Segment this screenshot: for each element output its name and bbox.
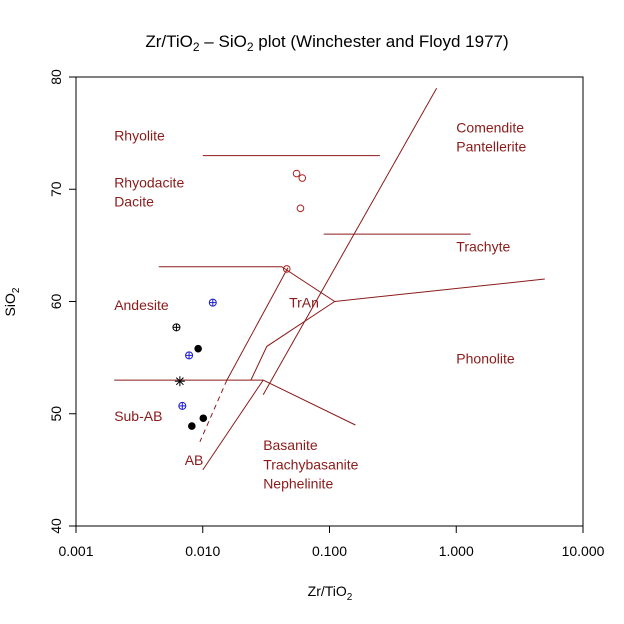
x-tick-label: 10.000 — [562, 543, 605, 559]
data-point — [172, 323, 181, 332]
field-boundary-line — [262, 87, 438, 395]
x-tick-label: 0.100 — [312, 543, 347, 559]
y-tick-label: 80 — [48, 69, 64, 85]
field-label: Phonolite — [456, 351, 515, 367]
x-tick-label: 0.010 — [185, 543, 220, 559]
chart-title: Zr/TiO2 – SiO2 plot (Winchester and Floy… — [145, 32, 508, 54]
field-label: Basanite — [263, 437, 318, 453]
data-points — [172, 169, 307, 430]
data-point — [208, 298, 217, 307]
data-point — [199, 414, 208, 423]
y-axis: 40 50 60 70 80 — [48, 69, 76, 534]
field-label: Nephelinite — [263, 475, 333, 491]
data-point — [298, 174, 307, 182]
data-point — [194, 344, 202, 353]
y-tick-label: 60 — [48, 294, 64, 310]
field-label: Sub-AB — [114, 408, 162, 424]
field-labels: Rhyolite Rhyodacite Dacite Comendite Pantell… — [114, 120, 526, 492]
data-point — [292, 169, 301, 178]
field-boundaries — [114, 87, 545, 471]
y-tick-label: 50 — [48, 406, 64, 422]
field-label: Andesite — [114, 297, 169, 313]
data-point — [296, 204, 305, 213]
field-boundary-line — [226, 267, 289, 381]
data-point — [178, 401, 187, 410]
field-boundary-line — [250, 301, 335, 381]
field-label: Comendite — [456, 120, 524, 136]
y-tick-label: 70 — [48, 181, 64, 197]
field-boundary-line — [199, 379, 228, 443]
field-label: Trachybasanite — [263, 456, 358, 472]
y-tick-label: 40 — [48, 518, 64, 534]
field-label: Rhyolite — [114, 127, 165, 143]
field-label: Rhyodacite — [114, 175, 184, 191]
field-label: Dacite — [114, 194, 154, 210]
field-label: Pantellerite — [456, 139, 526, 155]
data-point — [188, 422, 196, 430]
y-axis-label: SiO2 — [2, 287, 22, 316]
data-point — [282, 265, 291, 273]
data-point — [185, 351, 194, 360]
field-boundary-line — [158, 266, 545, 303]
field-label: TrAn — [289, 295, 319, 311]
field-label: AB — [185, 452, 204, 468]
data-point — [174, 376, 185, 387]
field-label: Trachyte — [456, 239, 510, 255]
field-boundary-line — [202, 379, 264, 471]
x-axis-label: Zr/TiO2 — [308, 583, 353, 603]
x-tick-label: 1.000 — [439, 543, 474, 559]
x-tick-label: 0.001 — [58, 543, 93, 559]
x-axis: 0.001 0.010 0.100 1.000 10.000 — [58, 525, 605, 559]
